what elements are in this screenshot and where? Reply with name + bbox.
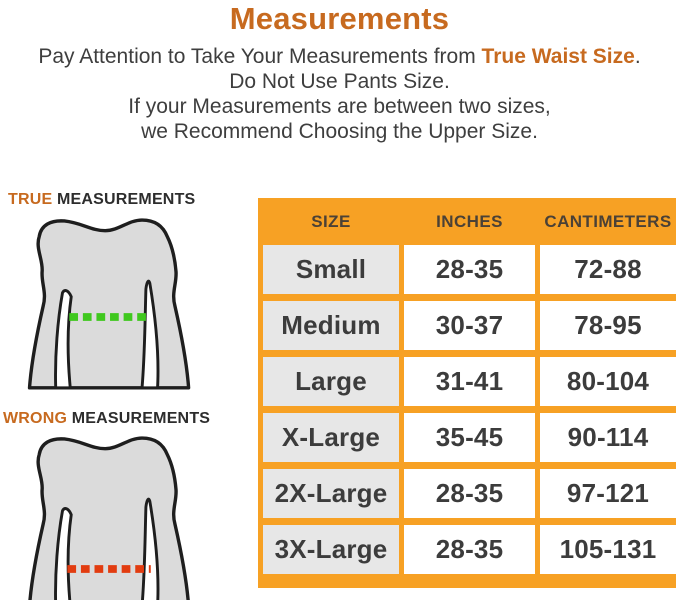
size-chart-table: SIZE INCHES CANTIMETERS Small 28-35 72-8…: [258, 198, 676, 588]
inches-cell: 30-37: [404, 301, 535, 350]
true-measurements-label-accent: TRUE: [8, 191, 53, 208]
left-armpit-gap: [54, 289, 73, 390]
cm-cell: 90-114: [540, 413, 676, 462]
size-cell: Small: [263, 245, 399, 294]
column-header-inches: INCHES: [436, 211, 503, 231]
torso-figure-true: [27, 218, 191, 390]
inches-cell: 35-45: [404, 413, 535, 462]
instruction-line-1: Pay Attention to Take Your Measurements …: [0, 44, 679, 69]
inches-cell: 28-35: [404, 469, 535, 518]
torso-figure-wrong: [28, 436, 190, 600]
true-measurement-torso-diagram: [14, 211, 208, 392]
cm-cell: 78-95: [540, 301, 676, 350]
inches-cell: 28-35: [404, 245, 535, 294]
size-chart-header-row: SIZE INCHES CANTIMETERS: [263, 198, 671, 245]
wrong-measurement-torso-diagram: [14, 429, 208, 600]
inches-cell: 28-35: [404, 525, 535, 574]
cm-cell: 105-131: [540, 525, 676, 574]
page-title: Measurements: [229, 1, 450, 36]
inches-cell: 31-41: [404, 357, 535, 406]
instruction-line-1-accent: True Waist Size: [481, 45, 635, 68]
instruction-line-3: If your Measurements are between two siz…: [128, 95, 551, 118]
torso-silhouette: [28, 436, 190, 600]
cm-cell: 97-121: [540, 469, 676, 518]
size-cell: X-Large: [263, 413, 399, 462]
instruction-line-2: Do Not Use Pants Size.: [229, 70, 450, 93]
instruction-line-1-prefix: Pay Attention to Take Your Measurements …: [38, 45, 482, 68]
instruction-line-1-suffix: .: [634, 45, 641, 68]
size-cell: 2X-Large: [263, 469, 399, 518]
column-header-centimeters: CANTIMETERS: [544, 211, 672, 231]
size-chart-body: Small 28-35 72-88 Medium 30-37 78-95 Lar…: [263, 245, 676, 574]
right-armpit-gap: [140, 279, 160, 390]
cm-cell: 80-104: [540, 357, 676, 406]
true-measurements-label: TRUE MEASUREMENTS: [8, 191, 195, 209]
wrong-measurements-label-accent: WRONG: [3, 410, 68, 427]
size-cell: 3X-Large: [263, 525, 399, 574]
header-block: Measurements Pay Attention to Take Your …: [0, 0, 679, 144]
torso-silhouette: [27, 218, 191, 390]
wrong-measurements-label-rest: MEASUREMENTS: [67, 410, 211, 427]
size-cell: Medium: [263, 301, 399, 350]
wrong-measurements-label: WRONG MEASUREMENTS: [3, 410, 210, 428]
column-header-size: SIZE: [311, 211, 351, 231]
true-measurements-label-rest: MEASUREMENTS: [52, 191, 196, 208]
cm-cell: 72-88: [540, 245, 676, 294]
size-cell: Large: [263, 357, 399, 406]
left-armpit-gap: [54, 507, 73, 600]
right-armpit-gap: [141, 497, 160, 600]
instruction-line-4: we Recommend Choosing the Upper Size.: [141, 120, 538, 143]
